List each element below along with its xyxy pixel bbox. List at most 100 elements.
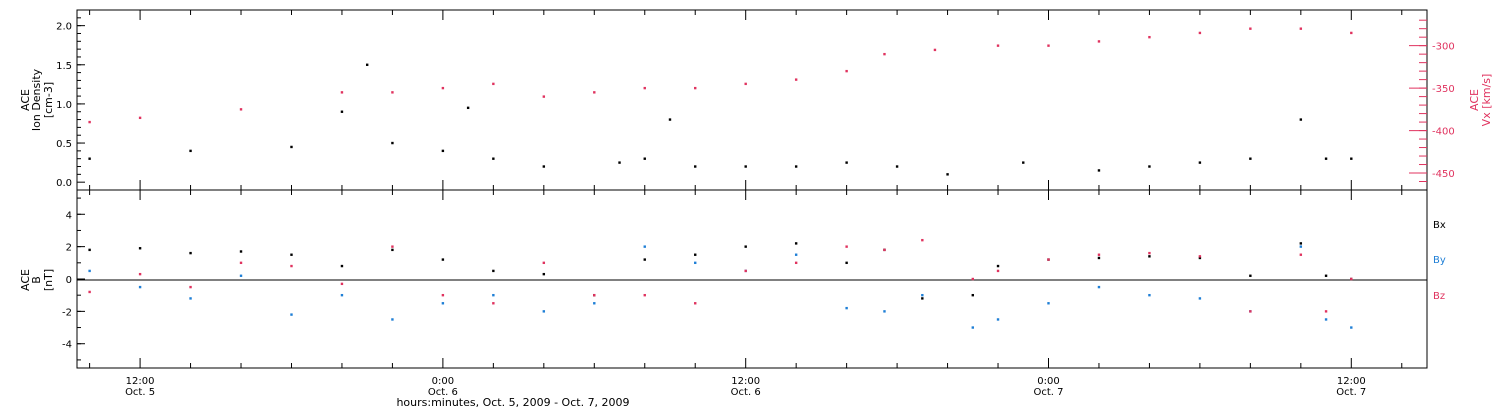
- data-point: [239, 274, 243, 277]
- data-point: [1324, 274, 1328, 277]
- vx-ylabel-line2: Vx [km/s]: [1480, 74, 1493, 127]
- data-point: [391, 245, 394, 248]
- data-point: [340, 264, 344, 268]
- data-point: [996, 44, 1000, 47]
- data-point: [189, 251, 192, 255]
- data-point: [1198, 161, 1202, 164]
- data-point: [542, 272, 546, 276]
- data-point: [290, 264, 293, 268]
- data-point: [668, 118, 672, 121]
- data-point: [138, 116, 142, 120]
- bottom-panel-frame: [76, 189, 1428, 369]
- data-point: [239, 108, 243, 111]
- data-point: [138, 247, 142, 250]
- data-point: [189, 285, 192, 289]
- density-ylabel-line3: [cm-3]: [42, 82, 55, 118]
- data-point: [1148, 293, 1151, 297]
- time-tick-label: 0:00: [1037, 376, 1059, 387]
- data-point: [1350, 157, 1353, 160]
- data-point: [933, 48, 937, 52]
- data-point: [794, 253, 798, 256]
- date-tick-label: Oct. 7: [1336, 387, 1366, 398]
- data-point: [1249, 310, 1252, 313]
- data-point: [290, 145, 293, 149]
- data-point: [340, 282, 344, 286]
- data-point: [845, 261, 848, 265]
- data-point: [441, 149, 445, 153]
- data-point: [921, 297, 924, 300]
- data-point: [88, 120, 91, 124]
- data-point: [189, 149, 192, 153]
- data-point: [845, 161, 848, 164]
- vx-ylabel-line1: ACE: [1468, 89, 1481, 111]
- density-tick-label: 1.5: [56, 61, 72, 72]
- data-point: [542, 95, 546, 98]
- data-point: [921, 238, 924, 242]
- vx-tick-label: -450: [1432, 169, 1455, 180]
- data-point: [1198, 256, 1202, 260]
- data-point: [138, 272, 142, 276]
- legend-bx: Bx: [1433, 220, 1446, 231]
- data-point: [1097, 40, 1101, 43]
- data-point: [1148, 251, 1151, 255]
- data-point: [694, 253, 697, 256]
- data-point: [290, 313, 293, 316]
- b-tick-label: 2: [66, 243, 72, 254]
- data-point: [1022, 161, 1025, 164]
- date-tick-label: Oct. 6: [731, 387, 761, 398]
- time-tick-label: 0:00: [432, 376, 454, 387]
- data-point: [492, 293, 495, 297]
- data-point: [1299, 242, 1303, 245]
- data-point: [1097, 256, 1101, 260]
- time-tick-label: 12:00: [126, 376, 155, 387]
- data-point: [744, 165, 747, 168]
- data-point: [1097, 285, 1101, 289]
- data-point: [845, 245, 848, 248]
- data-point: [1148, 35, 1151, 39]
- data-point: [794, 242, 798, 245]
- data-point: [1047, 302, 1050, 305]
- data-point: [996, 318, 1000, 321]
- data-point: [921, 293, 924, 297]
- data-point: [845, 306, 848, 310]
- data-point: [1299, 253, 1303, 256]
- data-point: [1299, 245, 1303, 248]
- vx-tick-label: -350: [1432, 84, 1455, 95]
- data-point: [971, 277, 974, 281]
- b-ylabel-line1: ACE: [19, 269, 32, 291]
- data-point: [643, 157, 646, 160]
- data-point: [88, 269, 91, 273]
- data-point: [1249, 27, 1252, 30]
- data-point: [845, 69, 848, 73]
- data-point: [340, 293, 344, 297]
- data-point: [883, 310, 886, 313]
- data-point: [391, 248, 394, 252]
- data-point: [1047, 258, 1050, 261]
- data-point: [88, 248, 91, 252]
- data-point: [794, 165, 798, 168]
- data-point: [466, 106, 470, 110]
- data-point: [1350, 277, 1353, 281]
- data-point: [643, 293, 646, 297]
- data-point: [1324, 157, 1328, 160]
- density-ylabel: ACE Ion Density [cm-3]: [19, 68, 55, 131]
- vx-tick-label: -300: [1432, 42, 1455, 53]
- density-ylabel-line1: ACE: [19, 89, 32, 111]
- data-point: [1299, 118, 1303, 121]
- density-tick-label: 2.0: [56, 22, 72, 33]
- b-axis: -4 -2 0 2 4: [62, 197, 85, 361]
- time-tick-label: 12:00: [731, 376, 760, 387]
- data-point: [1249, 274, 1252, 277]
- time-tick-label: 12:00: [1337, 376, 1366, 387]
- data-point: [441, 86, 445, 90]
- vx-ylabel: ACE Vx [km/s]: [1468, 74, 1493, 127]
- data-point: [1097, 169, 1101, 172]
- data-point: [138, 285, 142, 289]
- b-tick-label: -4: [62, 340, 72, 351]
- data-point: [340, 110, 344, 113]
- data-point: [542, 165, 546, 168]
- data-point: [883, 52, 886, 56]
- data-point: [794, 261, 798, 265]
